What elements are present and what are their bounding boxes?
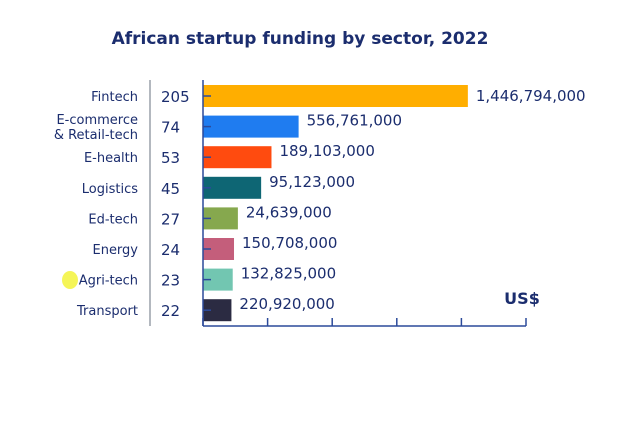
category-label: Transport bbox=[76, 304, 138, 319]
deal-count-label: 23 bbox=[161, 272, 180, 290]
deal-count-label: 53 bbox=[161, 149, 180, 167]
funding-value-label: 95,123,000 bbox=[269, 173, 355, 191]
funding-value-label: 220,920,000 bbox=[239, 295, 334, 313]
category-label: Energy bbox=[92, 243, 138, 258]
category-label: & Retail-tech bbox=[54, 128, 138, 143]
bar-ed-tech bbox=[203, 207, 238, 230]
funding-value-label: 556,761,000 bbox=[307, 112, 402, 130]
funding-value-label: 150,708,000 bbox=[242, 234, 337, 252]
funding-value-label: 132,825,000 bbox=[241, 265, 336, 283]
category-label: Fintech bbox=[91, 90, 138, 105]
bar-logistics bbox=[203, 176, 262, 199]
bar-transport bbox=[203, 299, 232, 322]
deal-count-label: 27 bbox=[161, 210, 180, 228]
funding-value-label: 1,446,794,000 bbox=[476, 87, 586, 105]
deal-count-label: 22 bbox=[161, 302, 180, 320]
category-label: Logistics bbox=[82, 182, 138, 197]
category-label: Ed-tech bbox=[88, 212, 138, 227]
bar-fintech bbox=[203, 85, 468, 107]
category-label: Agri-tech bbox=[79, 274, 138, 289]
category-label: E-health bbox=[84, 151, 138, 166]
deal-count-label: 24 bbox=[161, 241, 180, 259]
funding-value-label: 24,639,000 bbox=[246, 203, 332, 221]
deal-count-label: 45 bbox=[161, 180, 180, 198]
bar-energy bbox=[203, 238, 235, 260]
unit-label: US$ bbox=[504, 289, 540, 308]
bar-e-commerce-retail-tech bbox=[203, 115, 299, 138]
bar-e-health bbox=[203, 146, 272, 169]
category-label: E-commerce bbox=[56, 113, 138, 128]
highlighter-mark bbox=[62, 271, 78, 289]
bar-agri-tech bbox=[203, 268, 233, 291]
chart-title: African startup funding by sector, 2022 bbox=[112, 29, 489, 49]
deal-count-label: 205 bbox=[161, 88, 190, 106]
funding-value-label: 189,103,000 bbox=[279, 142, 374, 160]
deal-count-label: 74 bbox=[161, 119, 180, 137]
